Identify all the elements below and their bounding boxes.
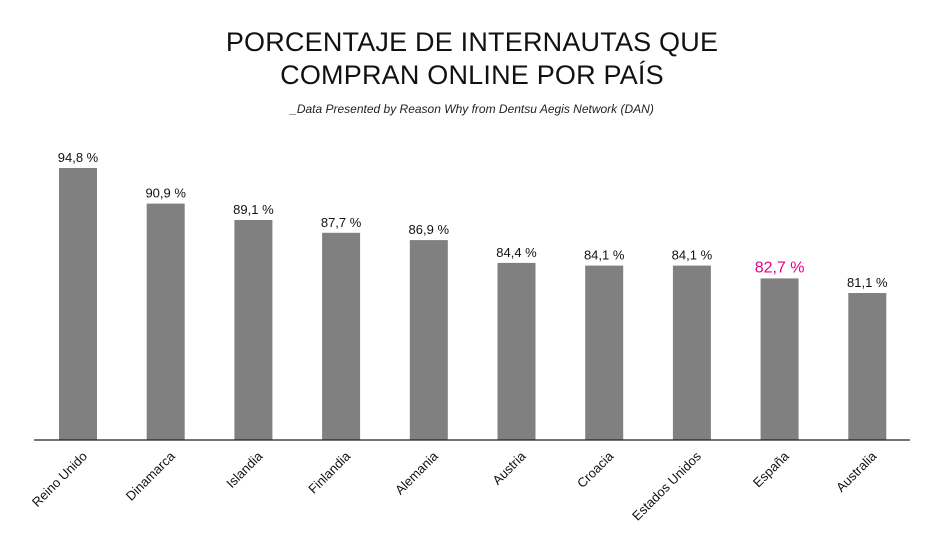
bar-islandia xyxy=(234,220,273,440)
category-label: Dinamarca xyxy=(123,448,179,504)
category-label: Islandia xyxy=(223,448,266,491)
bar-austria xyxy=(497,262,536,440)
bar-finlandia xyxy=(322,232,361,440)
category-label: Austria xyxy=(489,448,529,488)
category-label: Croacia xyxy=(574,448,617,491)
category-label: Australia xyxy=(833,448,880,495)
value-label: 84,1 % xyxy=(584,248,625,263)
bar-estados-unidos xyxy=(672,265,711,440)
value-label: 84,4 % xyxy=(496,245,537,260)
chart-title-line-2: COMPRAN ONLINE POR PAÍS xyxy=(280,60,664,90)
category-label: España xyxy=(750,448,792,490)
value-label: 94,8 % xyxy=(58,150,99,165)
value-label: 82,7 % xyxy=(755,259,805,276)
bar-reino-unido xyxy=(59,168,97,440)
category-label: Alemania xyxy=(392,448,441,497)
chart-title: PORCENTAJE DE INTERNAUTAS QUE COMPRAN ON… xyxy=(0,26,944,92)
bar-alemania xyxy=(409,240,448,440)
bar-croacia xyxy=(585,265,624,440)
bar-australia xyxy=(848,293,887,440)
category-label: Finlandia xyxy=(305,448,353,496)
category-label: Estados Unidos xyxy=(629,448,704,523)
value-label: 84,1 % xyxy=(672,248,713,263)
value-label: 87,7 % xyxy=(321,215,362,230)
bar-dinamarca xyxy=(146,203,185,440)
value-label: 86,9 % xyxy=(409,222,450,237)
chart-subtitle: _Data Presented by Reason Why from Dents… xyxy=(290,102,654,116)
bar-españa xyxy=(760,278,799,440)
chart-title-line-1: PORCENTAJE DE INTERNAUTAS QUE xyxy=(225,27,719,57)
value-label: 81,1 % xyxy=(847,275,888,290)
category-label: Reino Unido xyxy=(29,449,90,510)
value-label: 90,9 % xyxy=(145,186,186,201)
value-label: 89,1 % xyxy=(233,202,274,217)
